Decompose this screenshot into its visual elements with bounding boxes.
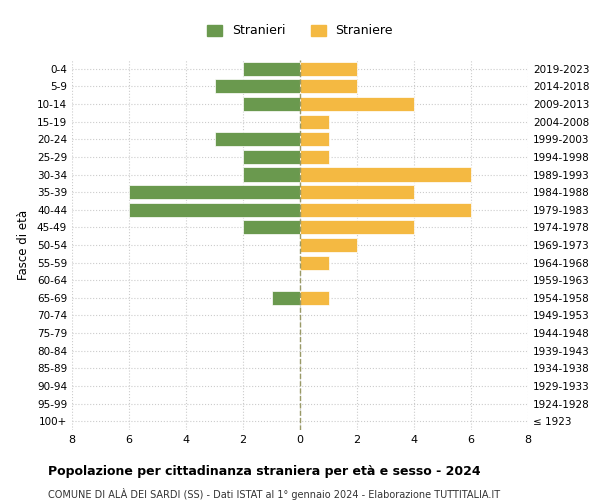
Bar xyxy=(300,97,414,111)
Bar xyxy=(300,80,357,94)
Bar xyxy=(300,114,329,128)
Bar xyxy=(300,256,329,270)
Bar xyxy=(243,62,300,76)
Bar xyxy=(243,150,300,164)
Text: COMUNE DI ALÀ DEI SARDI (SS) - Dati ISTAT al 1° gennaio 2024 - Elaborazione TUTT: COMUNE DI ALÀ DEI SARDI (SS) - Dati ISTA… xyxy=(48,488,500,500)
Y-axis label: Fasce di età: Fasce di età xyxy=(17,210,30,280)
Bar xyxy=(243,97,300,111)
Legend: Stranieri, Straniere: Stranieri, Straniere xyxy=(201,18,399,44)
Text: Popolazione per cittadinanza straniera per età e sesso - 2024: Popolazione per cittadinanza straniera p… xyxy=(48,465,481,478)
Bar xyxy=(129,202,300,217)
Bar xyxy=(300,202,471,217)
Bar xyxy=(300,220,414,234)
Bar xyxy=(300,238,357,252)
Bar xyxy=(300,291,329,305)
Bar xyxy=(215,80,300,94)
Bar xyxy=(300,132,329,146)
Bar xyxy=(300,62,357,76)
Bar xyxy=(129,185,300,199)
Bar xyxy=(300,168,471,181)
Bar xyxy=(243,168,300,181)
Y-axis label: Anni di nascita: Anni di nascita xyxy=(596,202,600,288)
Bar xyxy=(300,150,329,164)
Bar xyxy=(215,132,300,146)
Bar xyxy=(271,291,300,305)
Bar xyxy=(300,185,414,199)
Bar xyxy=(243,220,300,234)
